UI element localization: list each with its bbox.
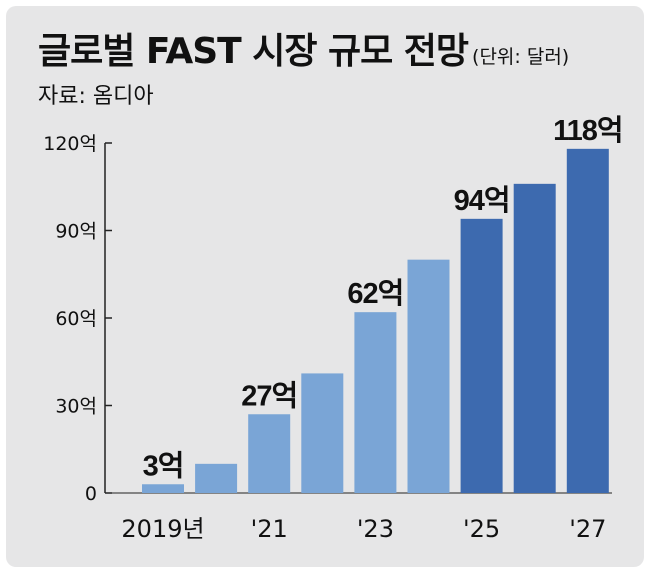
chart-title-text: 글로벌 FAST 시장 규모 전망 [38, 31, 469, 72]
x-tick-label: '21 [251, 515, 288, 543]
data-label: 118억 [553, 114, 622, 147]
bar-2023 [354, 312, 397, 493]
y-tick-label: 0 [85, 483, 97, 505]
data-label: 3억 [143, 449, 184, 482]
x-tick-label: '25 [463, 515, 500, 543]
chart-title: 글로벌 FAST 시장 규모 전망 (단위: 달러) [38, 22, 569, 74]
bar-2020 [195, 463, 238, 493]
bar-2019 [142, 484, 184, 493]
x-tick-label: '27 [569, 515, 606, 543]
y-tick-label: 120억 [43, 133, 97, 155]
bar-2022 [301, 373, 344, 493]
bar-2025 [460, 218, 503, 494]
y-tick-label: 60억 [55, 308, 97, 330]
bar-2021 [248, 414, 291, 493]
bar-2024 [407, 259, 450, 493]
bar-2026 [513, 183, 556, 494]
source-note: 자료: 옴디아 [38, 84, 154, 109]
y-tick-label: 30억 [55, 396, 97, 418]
data-label: 94억 [454, 184, 510, 217]
x-tick-label: 2019년 [121, 515, 204, 543]
x-tick-label: '23 [357, 515, 394, 543]
y-tick-label: 90억 [55, 221, 97, 243]
bar-2027 [566, 148, 609, 494]
data-label: 62억 [347, 277, 403, 310]
unit-note: (단위: 달러) [472, 46, 570, 68]
data-label: 27억 [241, 379, 297, 412]
